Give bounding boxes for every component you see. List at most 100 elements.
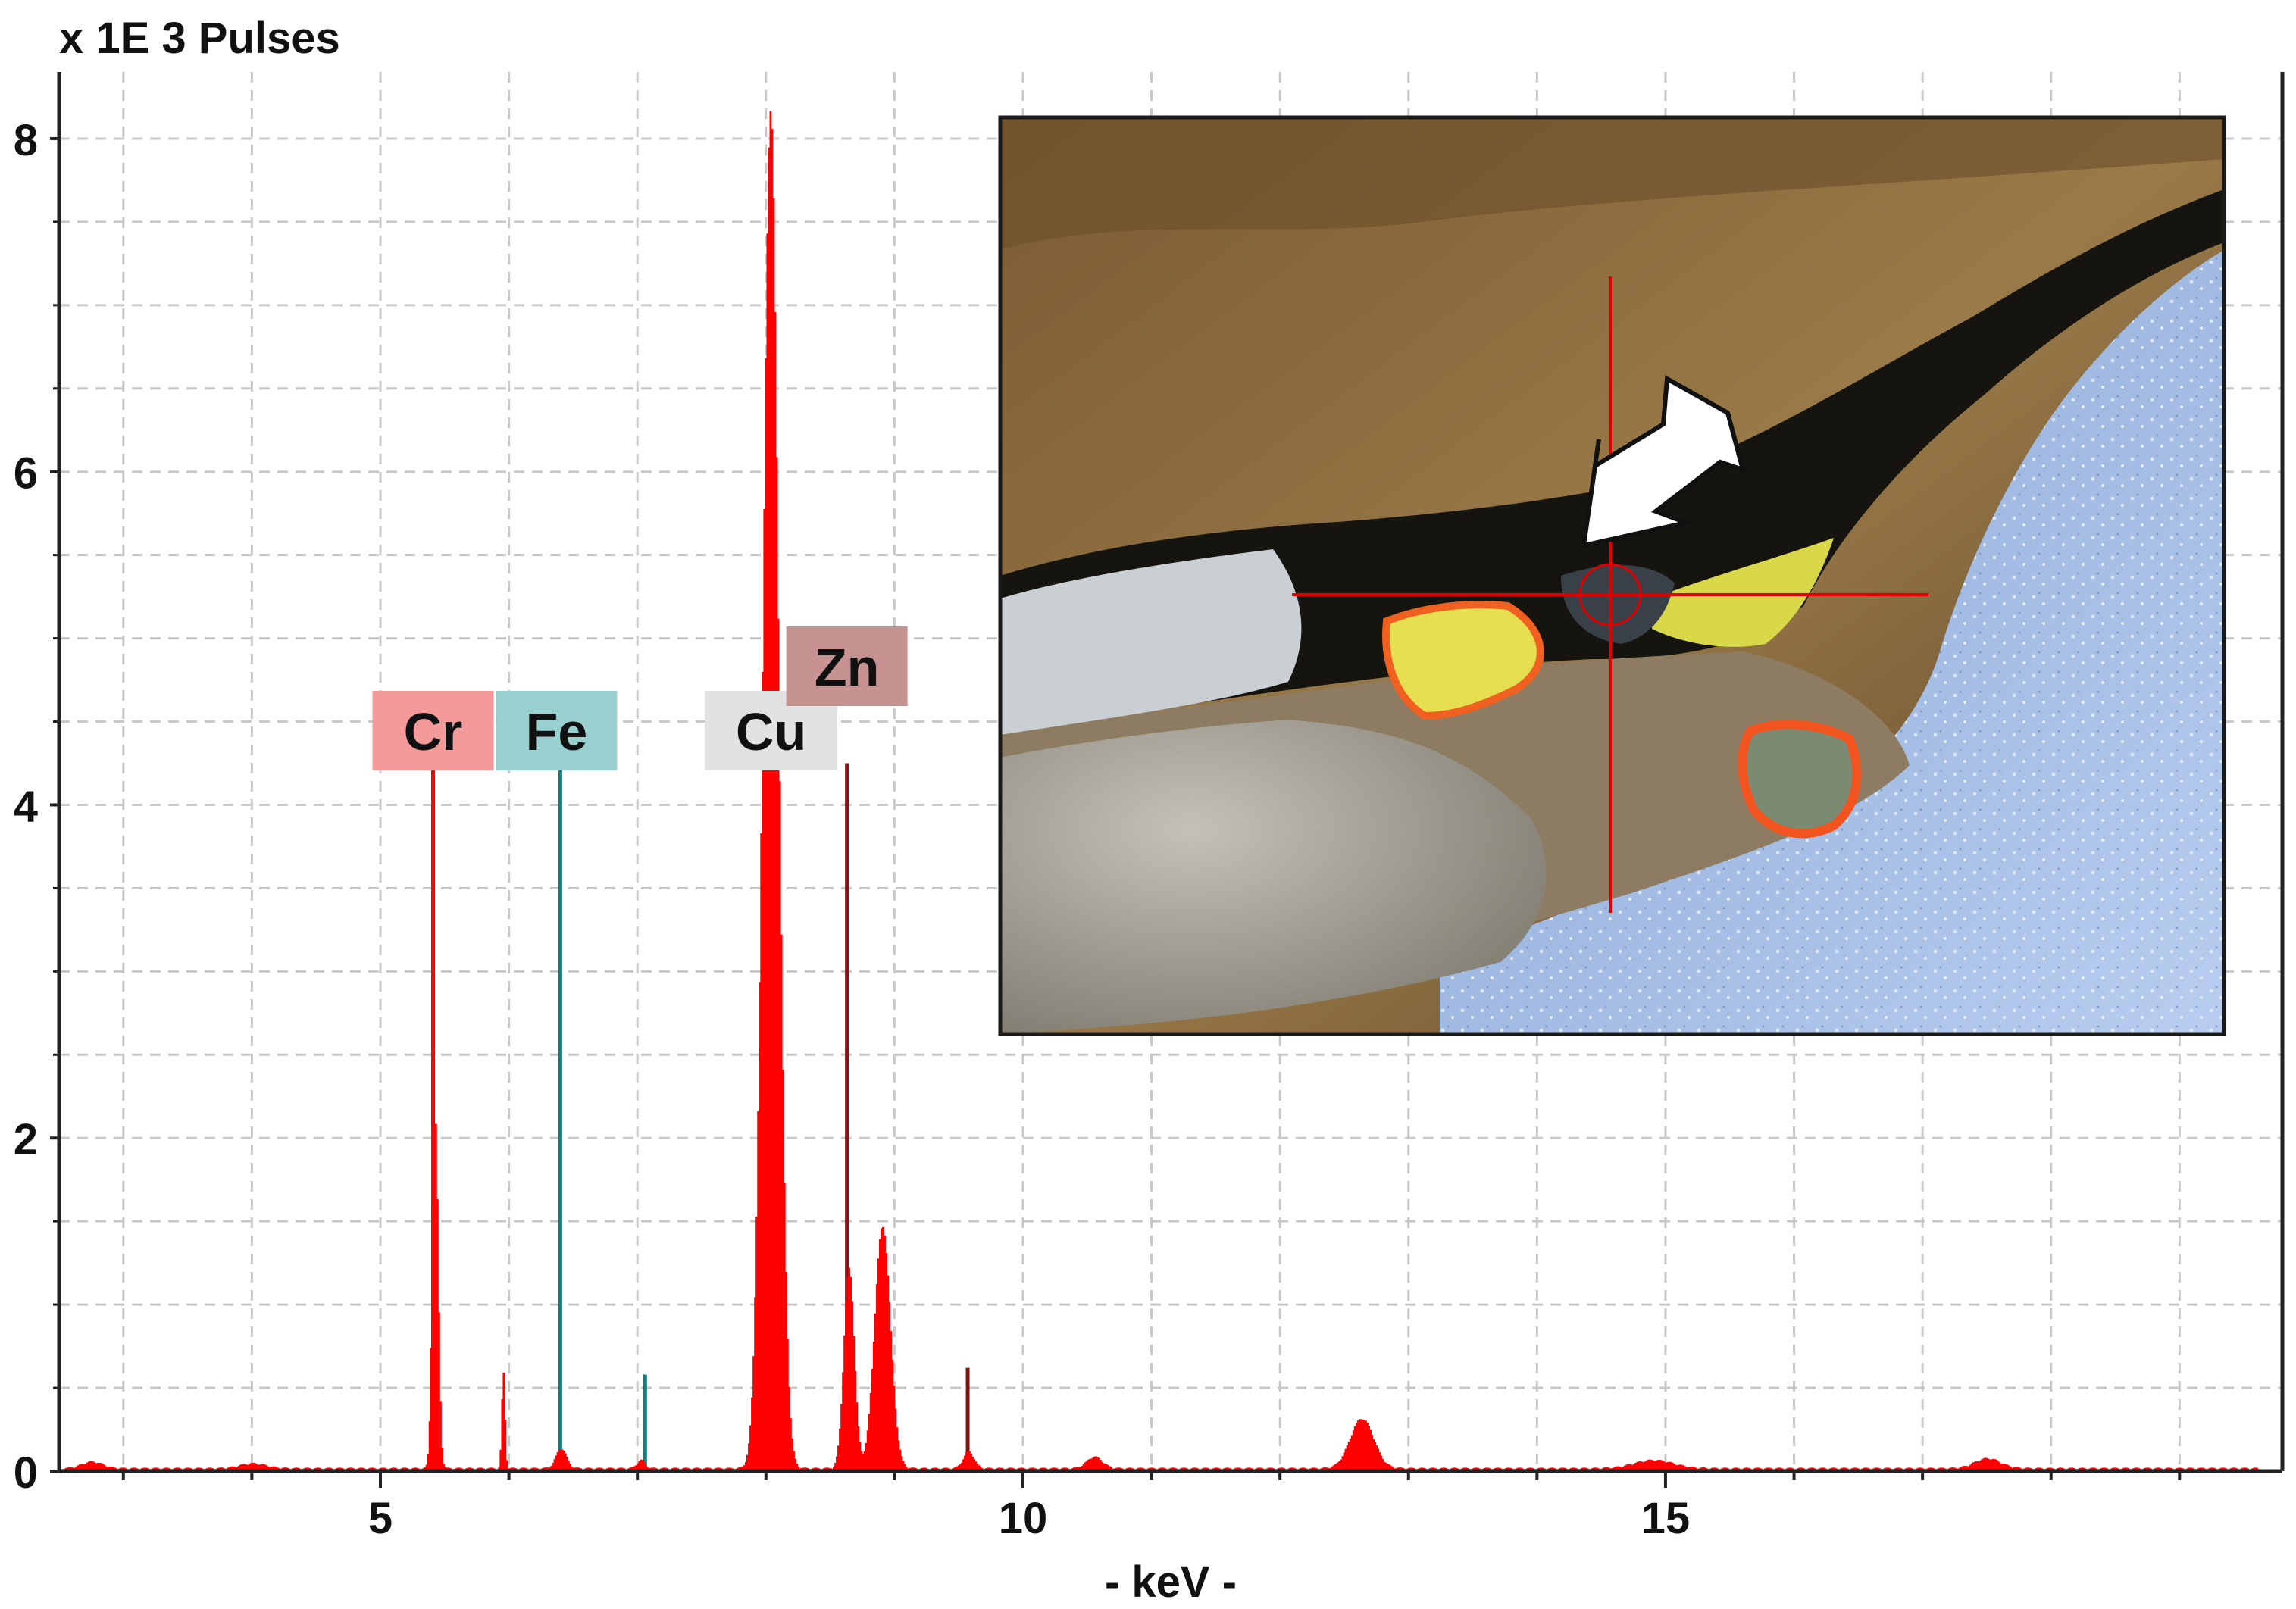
spectrum-bar <box>772 198 775 1471</box>
spectrum-bar <box>1356 1420 1359 1471</box>
spectrum-bar <box>236 1467 239 1471</box>
spectrum-bar <box>499 1449 502 1471</box>
spectrum-bar <box>1353 1426 1356 1471</box>
spectrum-bar <box>754 1297 757 1471</box>
spectrum-bar <box>230 1466 233 1471</box>
spectrum-bar <box>1964 1466 1967 1471</box>
spectrum-bar <box>1365 1420 1367 1471</box>
blue-speckle <box>1440 250 2224 1034</box>
spectrum-bar <box>1091 1457 1094 1471</box>
spectrum-bar <box>1096 1456 1099 1471</box>
spectrum-bar <box>793 1451 795 1471</box>
spectrum-bar <box>1106 1464 1109 1471</box>
spectrum-bar <box>87 1461 90 1471</box>
spectrum-bar <box>1076 1467 1079 1471</box>
spectrum-bar <box>270 1467 272 1471</box>
spectrum-bar <box>1702 1467 1705 1471</box>
label-box-cr <box>372 691 494 770</box>
spectrum-bar <box>843 1335 846 1471</box>
spectrum-bar <box>849 1276 852 1471</box>
spectrum-bar <box>1973 1461 1976 1471</box>
spectrum-bar <box>1651 1460 1654 1471</box>
spectrum-bar <box>775 457 778 1472</box>
spectrum-bar <box>433 1140 436 1471</box>
spectrum-bar <box>842 1372 845 1471</box>
spectrum-bar <box>102 1464 105 1471</box>
spectrum-bar <box>441 1448 443 1471</box>
spectrum-bar <box>744 1462 747 1471</box>
spectrum-bar <box>1662 1461 1665 1471</box>
spectrum-bar <box>1363 1420 1365 1471</box>
spectrum-bar <box>902 1461 905 1471</box>
spectrum-bar <box>784 1272 787 1471</box>
spectrum-bar <box>502 1372 505 1471</box>
spectrum-bar <box>903 1464 906 1471</box>
spectrum-bar <box>882 1226 884 1471</box>
spectrum-bar <box>553 1459 556 1471</box>
spectrum-bar <box>839 1428 841 1471</box>
spectrum-bar <box>425 1464 428 1471</box>
spectrum-bar <box>504 1419 507 1471</box>
spectrum-bar <box>1998 1462 2001 1471</box>
spectrum-bar <box>1346 1445 1349 1471</box>
spectrum-bar <box>786 1339 789 1471</box>
spectrum-bar <box>749 1425 752 1471</box>
spectrum-bar <box>978 1465 981 1471</box>
spectrum-bar <box>848 1267 851 1471</box>
spectrum-bar <box>1381 1458 1384 1471</box>
label-box-zn <box>786 626 908 706</box>
spectrum-bar <box>505 1460 508 1471</box>
spectrum-bar <box>2004 1464 2007 1471</box>
spectrum-bar <box>86 1462 89 1471</box>
spectrum-bar <box>252 1462 255 1471</box>
x-tick-label: 10 <box>999 1494 1048 1543</box>
spectrum-bar <box>555 1455 558 1471</box>
spectrum-bar <box>1384 1462 1387 1471</box>
spectrum-bar <box>741 1466 744 1471</box>
spectrum-bar <box>100 1463 103 1471</box>
spectrum-bar <box>67 1467 70 1471</box>
spectrum-bar <box>1359 1419 1362 1471</box>
spectrum-bar <box>1087 1459 1090 1471</box>
spectrum-bar <box>2016 1467 2019 1471</box>
spectrum-bar <box>1688 1467 1691 1471</box>
spectrum-bar <box>498 1466 501 1471</box>
y-axis-ticks: 0 2 4 6 8 <box>14 116 59 1498</box>
spectrum-bar <box>1639 1461 1642 1471</box>
spectrum-bar <box>434 1123 437 1471</box>
spectrum-bar <box>970 1453 972 1471</box>
spectrum-bar <box>2015 1467 2018 1471</box>
spectrum-bar <box>630 1467 633 1471</box>
spectrum-bar <box>94 1462 96 1471</box>
spectrum-bar <box>424 1467 427 1471</box>
spectrum-bar <box>633 1466 637 1471</box>
spectrum-bar <box>89 1461 92 1471</box>
spectrum-bar <box>260 1464 263 1471</box>
spectrum-bar <box>774 311 777 1472</box>
spectrum-bar <box>778 781 781 1471</box>
spectrum-bar <box>263 1464 266 1471</box>
spectrum-bar <box>837 1445 840 1471</box>
spectrum-bar <box>276 1467 279 1471</box>
spectrum-bar <box>108 1467 111 1471</box>
spectrum-bar <box>103 1464 106 1471</box>
spectrum-bar <box>1681 1464 1684 1471</box>
spectrum-bar <box>871 1368 874 1471</box>
spectrum-bar <box>81 1464 84 1471</box>
label-fe: Fe <box>526 702 588 761</box>
spectrum-bar <box>1678 1464 1681 1471</box>
spectrum-bar <box>956 1466 959 1471</box>
spectrum-bar <box>242 1464 245 1471</box>
y-tick-label: 0 <box>14 1448 38 1498</box>
spectrum-bar <box>872 1342 875 1471</box>
spectrum-bar <box>240 1464 243 1471</box>
spectrum-bar <box>743 1465 746 1471</box>
spectrum-bar <box>1676 1465 1679 1471</box>
spectrum-bar <box>2001 1464 2004 1471</box>
spectrum-bar <box>1979 1461 1981 1471</box>
spectrum-bar <box>1657 1459 1660 1471</box>
spectrum-bar <box>430 1348 433 1471</box>
spectrum-bar <box>868 1414 871 1471</box>
spectrum-bar <box>261 1464 264 1471</box>
label-box-fe <box>496 691 618 770</box>
